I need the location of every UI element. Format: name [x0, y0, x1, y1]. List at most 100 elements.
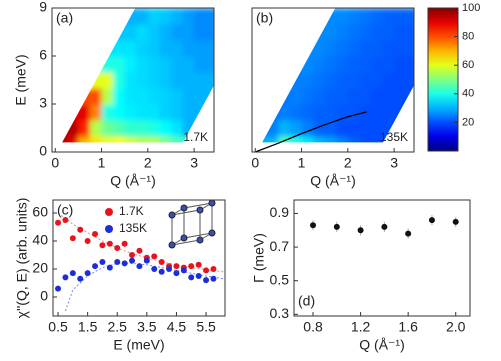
- heat-cell: [89, 88, 103, 105]
- heat-cell: [78, 40, 91, 57]
- y-tick-label: 0.3: [270, 305, 290, 321]
- x-tick-label: 1.2: [351, 319, 371, 335]
- heat-cell: [370, 104, 384, 121]
- heat-cell: [147, 56, 160, 73]
- heat-cell: [136, 88, 149, 105]
- heat-cell: [289, 40, 303, 57]
- heat-cell: [147, 136, 160, 143]
- heat-cell: [113, 72, 126, 89]
- heat-cell: [301, 8, 314, 25]
- heat-cell: [405, 104, 414, 121]
- heat-cell: [336, 24, 349, 41]
- x-axis-label: Q (Å⁻¹): [110, 173, 156, 189]
- heat-cell: [289, 56, 303, 73]
- heat-cell: [101, 136, 114, 143]
- heat-cell: [113, 88, 126, 105]
- heat-cell: [136, 104, 149, 121]
- data-point: [121, 240, 128, 247]
- heat-cell: [205, 72, 214, 89]
- heat-cell: [324, 104, 337, 121]
- data-point: [173, 263, 180, 270]
- x-axis-label: Q (Å⁻¹): [359, 337, 405, 353]
- x-tick-label: 0.8: [303, 319, 323, 335]
- heat-cell: [159, 136, 172, 143]
- y-tick-label: 3: [39, 95, 47, 111]
- heat-cell: [394, 24, 407, 41]
- heat-cell: [336, 88, 349, 105]
- heat-cell: [347, 136, 360, 143]
- heat-cell: [62, 72, 68, 89]
- heat-cell: [182, 72, 195, 89]
- heat-cell: [89, 8, 103, 25]
- heat-cell: [359, 72, 372, 89]
- heat-cell: [394, 104, 407, 121]
- data-point: [405, 230, 412, 237]
- heat-cell: [278, 120, 291, 137]
- heat-cell: [194, 88, 207, 105]
- heat-cell: [147, 120, 160, 137]
- heat-cell: [124, 8, 137, 25]
- heat-cell: [159, 56, 172, 73]
- heat-cell: [66, 88, 79, 105]
- heat-cell: [113, 40, 126, 57]
- heat-cell: [359, 88, 372, 105]
- heat-cell: [170, 8, 184, 25]
- heat-cell: [66, 24, 79, 41]
- heat-cell: [147, 72, 160, 89]
- heat-cell: [359, 24, 372, 41]
- heat-cell: [194, 56, 207, 73]
- y-axis-label: χ''(Q, E) (arb. units): [14, 198, 30, 319]
- heat-cell: [124, 120, 137, 137]
- data-point: [99, 258, 106, 265]
- heat-cell: [278, 40, 291, 57]
- heat-cell: [370, 88, 384, 105]
- heat-cell: [262, 40, 268, 57]
- heat-cell: [205, 104, 214, 121]
- heat-cell: [347, 120, 360, 137]
- data-point: [173, 270, 180, 277]
- heat-cell: [278, 88, 291, 105]
- heat-cell: [159, 72, 172, 89]
- data-point: [195, 261, 202, 268]
- x-tick-label: 1: [298, 155, 306, 171]
- heat-cell: [62, 56, 68, 73]
- heat-cell: [66, 72, 79, 89]
- heat-cell: [62, 120, 68, 137]
- dispersion-curve: [255, 111, 367, 152]
- heat-cell: [301, 40, 314, 57]
- heat-cell: [289, 136, 303, 143]
- data-point: [114, 258, 121, 265]
- heat-cell: [89, 40, 103, 57]
- heat-cell: [62, 88, 68, 105]
- heat-cell: [313, 72, 326, 89]
- heat-cell: [301, 56, 314, 73]
- heat-cell: [382, 8, 395, 25]
- heat-cell: [336, 72, 349, 89]
- heat-cell: [313, 8, 326, 25]
- heat-cell: [382, 104, 395, 121]
- axes-frame: [51, 7, 215, 153]
- heat-cell: [66, 104, 79, 121]
- heat-cell: [182, 40, 195, 57]
- data-point: [452, 218, 459, 225]
- heat-cell: [170, 24, 184, 41]
- heat-cell: [382, 72, 395, 89]
- heat-cell: [262, 88, 268, 105]
- colorbar-tick-label: 60: [462, 59, 474, 71]
- heat-cell: [66, 120, 79, 137]
- heat-cell: [382, 56, 395, 73]
- heat-cell: [182, 104, 195, 121]
- heat-cell: [266, 136, 279, 143]
- heat-cell: [405, 88, 414, 105]
- x-tick-label: 4.5: [167, 319, 187, 335]
- heat-cell: [113, 56, 126, 73]
- legend-label: 135K: [119, 221, 147, 235]
- heat-cell: [347, 56, 360, 73]
- heat-cell: [370, 24, 384, 41]
- y-axis-label: E (meV): [13, 54, 29, 105]
- heat-cell: [113, 120, 126, 137]
- heat-cell: [159, 24, 172, 41]
- heat-cell: [66, 56, 79, 73]
- heat-cell: [301, 72, 314, 89]
- heat-cell: [405, 8, 414, 25]
